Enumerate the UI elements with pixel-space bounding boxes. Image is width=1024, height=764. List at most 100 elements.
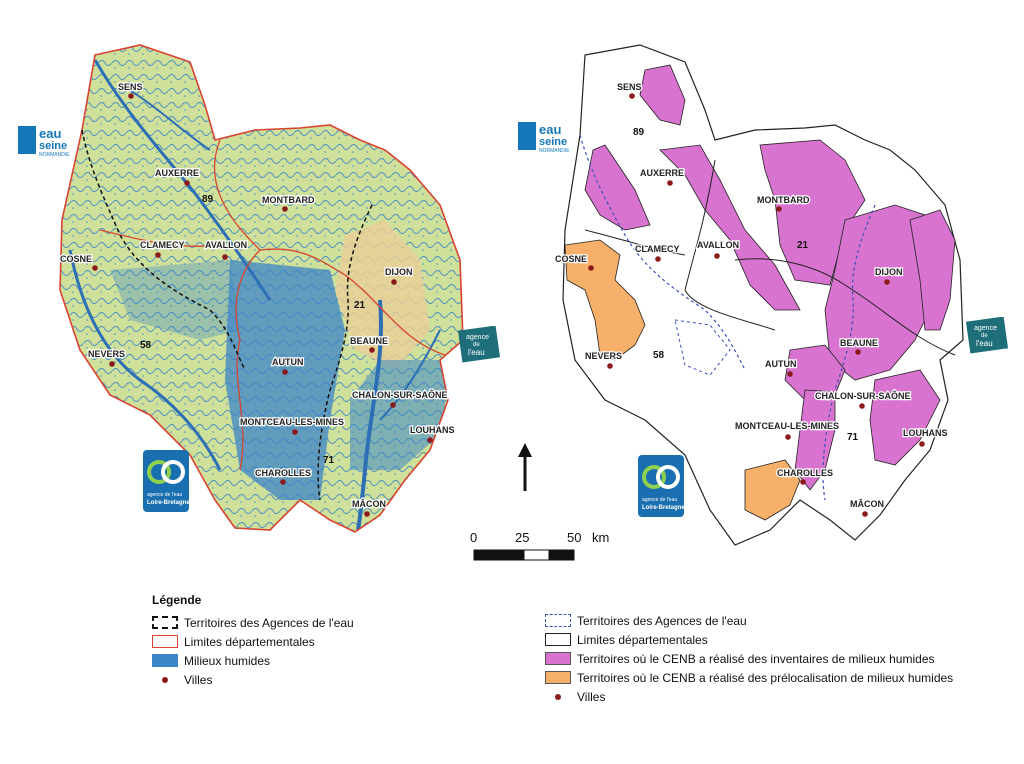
city-label: MÂCON bbox=[352, 498, 386, 509]
city-label: CLAMECY bbox=[140, 240, 185, 250]
legend-swatch-wetland bbox=[152, 654, 178, 667]
city-dot bbox=[607, 363, 613, 369]
legend-item: Villes bbox=[545, 687, 953, 706]
dept-label: 71 bbox=[323, 455, 335, 466]
legend-label: Territoires où le CENB a réalisé des inv… bbox=[577, 651, 935, 666]
logo-text: l'eau bbox=[976, 339, 993, 348]
legend-swatch-agency bbox=[152, 616, 178, 629]
logo-text: agence de l'eau bbox=[642, 497, 677, 503]
legend-label: Limites départementales bbox=[577, 632, 708, 647]
city-label: AUTUN bbox=[765, 359, 797, 369]
legend-swatch-city bbox=[152, 676, 178, 683]
seine-normandie-logo-mark bbox=[518, 122, 536, 150]
legend-swatch-inventory bbox=[545, 652, 571, 665]
legend-swatch-dept bbox=[152, 635, 178, 648]
legend-item: Villes bbox=[152, 670, 354, 689]
city-label: MONTBARD bbox=[757, 195, 810, 205]
city-label: CHALON-SUR-SAÔNE bbox=[815, 390, 911, 401]
legend-left: Légende Territoires des Agences de l'eau… bbox=[152, 593, 354, 689]
city-label: SENS bbox=[118, 82, 143, 92]
legend-label: Limites départementales bbox=[184, 634, 315, 649]
city-dot bbox=[667, 180, 673, 186]
city-dot bbox=[655, 256, 661, 262]
city-dot bbox=[629, 93, 635, 99]
city-label: MONTBARD bbox=[262, 195, 315, 205]
city-dot bbox=[785, 434, 791, 440]
legend-label: Territoires des Agences de l'eau bbox=[577, 613, 747, 628]
city-label: NEVERS bbox=[88, 349, 125, 359]
city-dot bbox=[862, 511, 868, 517]
scale-segment bbox=[548, 549, 575, 561]
logo-swirl bbox=[656, 465, 680, 489]
dept-label: 21 bbox=[797, 240, 809, 251]
city-label: AVALLON bbox=[697, 240, 739, 250]
legend-label: Villes bbox=[184, 672, 213, 687]
legend-item: Milieux humides bbox=[152, 651, 354, 670]
city-label: AUTUN bbox=[272, 357, 304, 367]
legend-item: Territoires des Agences de l'eau bbox=[545, 611, 953, 630]
logo-text: NORMANDIE bbox=[39, 152, 70, 158]
city-dot bbox=[800, 479, 806, 485]
city-label: MÂCON bbox=[850, 498, 884, 509]
city-dot bbox=[109, 361, 115, 367]
legend-item: Limites départementales bbox=[545, 630, 953, 649]
scale-segment bbox=[473, 549, 525, 561]
agence-eau-logo: agence de l'eau bbox=[965, 316, 1009, 359]
north-arrow bbox=[518, 443, 532, 491]
scale-unit: km bbox=[592, 530, 609, 545]
city-dot bbox=[859, 403, 865, 409]
city-dot bbox=[919, 441, 925, 447]
left-map: SENS AUXERRE MONTBARD CLAMECY AVALLON CO… bbox=[59, 44, 464, 533]
legend-label: Territoires où le CENB a réalisé des pré… bbox=[577, 670, 954, 685]
right-map: SENS AUXERRE MONTBARD CLAMECY AVALLON CO… bbox=[554, 44, 964, 546]
scale-segment bbox=[523, 549, 550, 561]
city-dot bbox=[128, 93, 134, 99]
city-dot bbox=[222, 254, 228, 260]
city-label: CHAROLLES bbox=[777, 468, 833, 478]
logo-text: agence bbox=[466, 334, 489, 341]
city-label: AUXERRE bbox=[155, 168, 199, 178]
legend-swatch-agency bbox=[545, 614, 571, 627]
legend-item: Limites départementales bbox=[152, 632, 354, 651]
city-label: COSNE bbox=[555, 254, 587, 264]
logo-text: de bbox=[473, 342, 480, 348]
logo-text: de bbox=[981, 333, 988, 339]
legend-item: Territoires où le CENB a réalisé des inv… bbox=[545, 649, 953, 668]
city-label: MONTCEAU-LES-MINES bbox=[735, 421, 839, 431]
legend-title: Légende bbox=[152, 593, 202, 607]
scale-bar: 0 25 50 km bbox=[470, 530, 609, 561]
city-dot bbox=[364, 511, 370, 517]
logo-text: NORMANDIE bbox=[539, 148, 570, 154]
logo-text: Loire-Bretagne bbox=[642, 505, 684, 511]
city-dot bbox=[92, 265, 98, 271]
seine-normandie-logo: eau seine NORMANDIE bbox=[18, 126, 78, 158]
legend-swatch-city bbox=[545, 693, 571, 700]
dept-label: 21 bbox=[354, 300, 366, 311]
loire-bretagne-logo: agence de l'eau Loire-Bretagne bbox=[638, 455, 685, 517]
logo-text: eau bbox=[539, 122, 561, 137]
legend-label: Villes bbox=[577, 689, 606, 704]
city-dot bbox=[292, 429, 298, 435]
city-label: NEVERS bbox=[585, 351, 622, 361]
city-label: BEAUNE bbox=[350, 336, 388, 346]
city-label: LOUHANS bbox=[410, 425, 455, 435]
city-dot bbox=[855, 349, 861, 355]
city-dot bbox=[390, 402, 396, 408]
legend-swatch-prelocalisation bbox=[545, 671, 571, 684]
legend-right: Territoires des Agences de l'eau Limites… bbox=[545, 611, 953, 706]
logo-text: eau bbox=[39, 126, 61, 141]
city-label: DIJON bbox=[385, 267, 413, 277]
city-dot bbox=[391, 279, 397, 285]
dept-label: 89 bbox=[633, 127, 645, 138]
city-label: DIJON bbox=[875, 267, 903, 277]
logo-text: agence de l'eau bbox=[147, 492, 182, 498]
dept-label: 71 bbox=[847, 432, 859, 443]
seine-normandie-logo: eau seine NORMANDIE bbox=[518, 122, 578, 154]
dept-label: 89 bbox=[202, 194, 214, 205]
city-label: MONTCEAU-LES-MINES bbox=[240, 417, 344, 427]
logo-swirl bbox=[147, 460, 171, 484]
logo-swirl bbox=[642, 465, 666, 489]
city-label: CHAROLLES bbox=[255, 468, 311, 478]
city-label: SENS bbox=[617, 82, 642, 92]
agence-eau-logo-mark bbox=[965, 316, 1009, 354]
